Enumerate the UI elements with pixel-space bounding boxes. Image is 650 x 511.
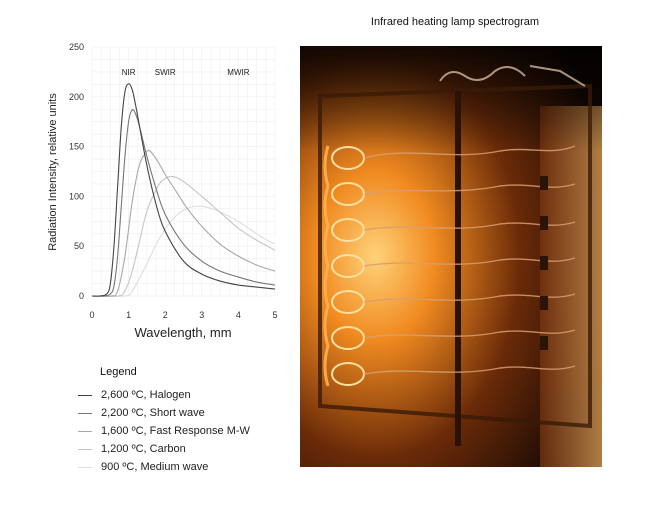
band-label-mwir: MWIR — [227, 68, 249, 77]
legend-label: 2,600 ºC, Halogen — [101, 389, 191, 401]
legend-item: 1,200 ºC, Carbon — [78, 440, 293, 458]
x-tick-label: 4 — [236, 310, 241, 320]
x-tick-label: 2 — [163, 310, 168, 320]
y-tick-label: 100 — [69, 191, 84, 201]
legend-item: 900 ºC, Medium wave — [78, 458, 293, 476]
y-axis-title: Radiation Intensity, relative units — [47, 93, 59, 251]
y-tick-label: 50 — [74, 241, 84, 251]
legend-item: 1,600 ºC, Fast Response M-W — [78, 422, 293, 440]
series-line-3 — [91, 175, 276, 297]
legend-label: 2,200 ºC, Short wave — [101, 407, 205, 419]
lamp-illustration — [300, 46, 602, 467]
series-line-1 — [91, 108, 276, 297]
legend-swatch — [78, 466, 92, 468]
legend-label: 900 ºC, Medium wave — [101, 461, 209, 473]
chart-legend: Legend 2,600 ºC, Halogen 2,200 ºC, Short … — [78, 366, 293, 476]
legend-label: 1,200 ºC, Carbon — [101, 443, 186, 455]
y-tick-label: 250 — [69, 42, 84, 52]
lamp-photo — [300, 46, 602, 467]
y-tick-label: 200 — [69, 92, 84, 102]
series-lines — [91, 83, 276, 297]
legend-item: 2,200 ºC, Short wave — [78, 404, 293, 422]
series-line-0 — [91, 83, 276, 297]
legend-swatch — [78, 448, 92, 450]
legend-items: 2,600 ºC, Halogen 2,200 ºC, Short wave 1,6… — [78, 386, 293, 476]
series-line-2 — [91, 149, 276, 297]
legend-label: 1,600 ºC, Fast Response M-W — [101, 425, 250, 437]
x-axis-title: Wavelength, mm — [134, 325, 231, 340]
band-label-nir: NIR — [122, 68, 136, 77]
band-labels: NIR SWIR MWIR — [122, 68, 250, 77]
legend-swatch — [78, 412, 92, 414]
band-label-swir: SWIR — [155, 68, 176, 77]
y-tick-label: 150 — [69, 142, 84, 152]
x-tick-label: 3 — [199, 310, 204, 320]
figure-title: Infrared heating lamp spectrogram — [370, 16, 540, 28]
x-tick-label: 0 — [89, 310, 94, 320]
x-tick-label: 1 — [126, 310, 131, 320]
legend-item: 2,600 ºC, Halogen — [78, 386, 293, 404]
x-tick-labels: 0 1 2 3 4 5 — [89, 310, 277, 320]
y-tick-labels: 0 50 100 150 200 250 — [69, 42, 84, 301]
legend-swatch — [78, 430, 92, 432]
legend-title: Legend — [100, 366, 137, 378]
x-tick-label: 5 — [272, 310, 277, 320]
chart-grid — [91, 46, 276, 297]
spectrum-chart: NIR SWIR MWIR 0 50 100 150 200 250 0 1 2 3 4 5 Wavel… — [47, 42, 278, 340]
y-tick-label: 0 — [79, 291, 84, 301]
legend-swatch — [78, 394, 92, 396]
